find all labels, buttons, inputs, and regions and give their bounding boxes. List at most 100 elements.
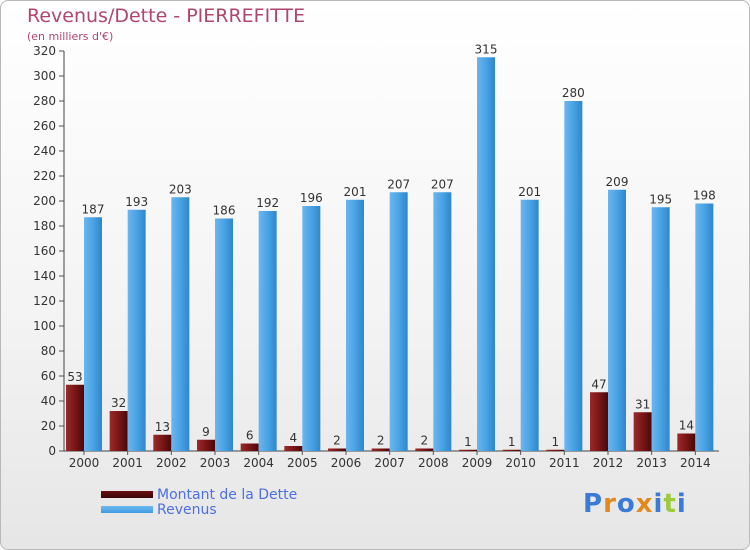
y-tick-label: 200 (33, 194, 56, 208)
logo-letter: x (635, 489, 654, 519)
x-tick-label: 2012 (593, 456, 624, 470)
bar-revenus (608, 189, 626, 451)
x-tick-label: 2009 (462, 456, 493, 470)
x-tick-label: 2001 (112, 456, 143, 470)
bar-dette (109, 411, 128, 451)
data-label-dette: 2 (333, 434, 341, 448)
x-tick-label: 2013 (636, 456, 667, 470)
logo-letter: i (653, 489, 664, 519)
data-label-dette: 6 (246, 429, 254, 443)
y-tick-label: 120 (33, 294, 56, 308)
bar-revenus (171, 197, 190, 451)
y-tick-label: 100 (33, 319, 56, 333)
y-tick-label: 320 (33, 44, 56, 58)
data-label-dette: 53 (67, 370, 82, 384)
data-label-dette: 13 (155, 420, 170, 434)
data-label-dette: 14 (679, 419, 694, 433)
bar-revenus (695, 203, 714, 451)
y-tick-label: 260 (33, 119, 56, 133)
data-label-revenus: 201 (518, 185, 541, 199)
data-label-revenus: 280 (562, 86, 585, 100)
chart-subtitle: (en milliers d'€) (27, 30, 114, 43)
data-label-revenus: 207 (387, 177, 410, 191)
legend-label-dette: Montant de la Dette (157, 487, 298, 503)
x-tick-label: 2010 (505, 456, 536, 470)
bar-dette (197, 439, 215, 451)
data-label-revenus: 315 (475, 42, 498, 56)
y-tick-label: 160 (33, 244, 56, 258)
x-tick-label: 2011 (549, 456, 580, 470)
legend-swatch-dette (101, 491, 153, 498)
bar-dette (546, 449, 565, 451)
bar-revenus (302, 206, 321, 451)
bar-revenus (258, 211, 277, 451)
bar-dette (502, 449, 521, 451)
bar-dette (371, 448, 390, 451)
y-tick-label: 280 (33, 94, 56, 108)
bar-dette (328, 448, 346, 451)
x-tick-label: 2014 (680, 456, 711, 470)
bar-revenus (389, 192, 408, 451)
data-label-dette: 1 (464, 435, 472, 449)
bar-dette (240, 443, 259, 451)
bar-dette (284, 446, 303, 451)
y-tick-label: 180 (33, 219, 56, 233)
x-tick-label: 2004 (243, 456, 274, 470)
logo-letter: i (676, 489, 687, 519)
x-tick-label: 2005 (287, 456, 318, 470)
data-label-dette: 31 (635, 397, 650, 411)
data-label-revenus: 198 (693, 189, 716, 203)
bar-revenus (346, 199, 364, 451)
y-tick-label: 0 (48, 444, 56, 458)
data-label-revenus: 207 (431, 177, 454, 191)
bar-revenus (127, 209, 146, 451)
y-tick-label: 60 (41, 369, 56, 383)
data-label-dette: 1 (552, 435, 560, 449)
data-label-revenus: 192 (256, 196, 279, 210)
x-tick-label: 2006 (331, 456, 362, 470)
x-tick-label: 2003 (200, 456, 231, 470)
y-tick-label: 300 (33, 69, 56, 83)
y-tick-label: 80 (41, 344, 56, 358)
bar-revenus (433, 192, 452, 451)
x-tick-label: 2000 (69, 456, 100, 470)
data-label-dette: 2 (421, 434, 429, 448)
x-tick-label: 2007 (374, 456, 405, 470)
data-label-revenus: 201 (344, 185, 367, 199)
logo-letter: P (583, 489, 604, 519)
data-label-dette: 4 (290, 431, 298, 445)
bar-revenus (215, 218, 233, 451)
y-tick-label: 140 (33, 269, 56, 283)
bar-dette (66, 384, 84, 451)
bar-dette (415, 448, 434, 451)
legend-swatch-revenus (101, 506, 153, 513)
chart-title: Revenus/Dette - PIERREFITTE (27, 5, 306, 27)
bar-dette (153, 434, 172, 451)
bar-revenus (564, 101, 583, 451)
data-label-revenus: 186 (213, 204, 236, 218)
data-label-revenus: 203 (169, 182, 192, 196)
legend-label-revenus: Revenus (157, 502, 217, 518)
data-label-revenus: 195 (649, 192, 672, 206)
data-label-revenus: 196 (300, 191, 323, 205)
logo-letter: t (663, 489, 677, 519)
data-label-dette: 2 (377, 434, 385, 448)
proxiti-logo: Proxiti (583, 489, 687, 519)
logo-letter: r (603, 489, 617, 519)
bar-revenus (520, 199, 539, 451)
logo-letter: o (616, 489, 636, 519)
x-tick-label: 2008 (418, 456, 449, 470)
bar-revenus (84, 217, 102, 451)
data-label-dette: 9 (202, 425, 210, 439)
bar-dette (459, 449, 477, 451)
y-tick-label: 220 (33, 169, 56, 183)
data-label-dette: 47 (591, 377, 606, 391)
data-label-revenus: 209 (606, 175, 629, 189)
data-label-revenus: 193 (125, 195, 148, 209)
data-label-dette: 32 (111, 396, 126, 410)
data-label-dette: 1 (508, 435, 516, 449)
y-tick-label: 20 (41, 419, 56, 433)
y-tick-label: 240 (33, 144, 56, 158)
x-tick-label: 2002 (156, 456, 187, 470)
